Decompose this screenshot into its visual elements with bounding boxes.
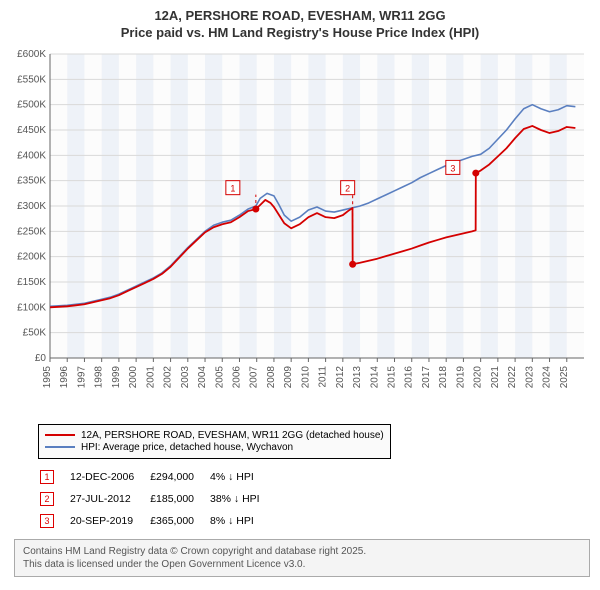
event-price: £185,000 bbox=[150, 489, 208, 509]
event-marker-2: 2 bbox=[40, 492, 54, 506]
svg-text:1: 1 bbox=[230, 183, 235, 193]
event-price: £365,000 bbox=[150, 511, 208, 531]
svg-text:2018: 2018 bbox=[438, 365, 449, 388]
svg-text:2014: 2014 bbox=[369, 365, 380, 388]
svg-text:2017: 2017 bbox=[421, 365, 432, 388]
svg-text:2007: 2007 bbox=[249, 365, 260, 388]
chart-area: £0 £50K £100K £150K £200K £250K £300K £350K £400… bbox=[10, 48, 590, 418]
event-date: 20-SEP-2019 bbox=[70, 511, 148, 531]
svg-text:£350K: £350K bbox=[17, 175, 46, 186]
svg-text:2001: 2001 bbox=[145, 365, 156, 388]
svg-text:1997: 1997 bbox=[76, 365, 87, 388]
event-row: 2 27-JUL-2012 £185,000 38% ↓ HPI bbox=[40, 489, 274, 509]
svg-text:2022: 2022 bbox=[507, 365, 518, 388]
svg-text:£400K: £400K bbox=[17, 150, 46, 161]
svg-text:2020: 2020 bbox=[473, 365, 484, 388]
event-delta: 4% ↓ HPI bbox=[210, 467, 274, 487]
svg-text:2010: 2010 bbox=[300, 365, 311, 388]
svg-text:1998: 1998 bbox=[94, 365, 105, 388]
legend-swatch-1 bbox=[45, 434, 75, 436]
footer-attribution: Contains HM Land Registry data © Crown c… bbox=[14, 539, 590, 577]
event-date: 12-DEC-2006 bbox=[70, 467, 148, 487]
event-marker-3: 3 bbox=[40, 514, 54, 528]
svg-text:2023: 2023 bbox=[524, 365, 535, 388]
footer-line-2: This data is licensed under the Open Gov… bbox=[23, 558, 581, 571]
event-price: £294,000 bbox=[150, 467, 208, 487]
svg-text:2006: 2006 bbox=[231, 365, 242, 388]
event-row: 3 20-SEP-2019 £365,000 8% ↓ HPI bbox=[40, 511, 274, 531]
svg-text:1995: 1995 bbox=[42, 365, 53, 388]
event-date: 27-JUL-2012 bbox=[70, 489, 148, 509]
svg-text:£250K: £250K bbox=[17, 226, 46, 237]
svg-text:2025: 2025 bbox=[559, 365, 570, 388]
svg-text:2012: 2012 bbox=[335, 365, 346, 388]
line-chart: £0 £50K £100K £150K £200K £250K £300K £350K £400… bbox=[10, 48, 590, 418]
legend-label-1: 12A, PERSHORE ROAD, EVESHAM, WR11 2GG (d… bbox=[81, 430, 384, 441]
svg-text:2004: 2004 bbox=[197, 365, 208, 388]
svg-text:£50K: £50K bbox=[23, 327, 47, 338]
title-line-1: 12A, PERSHORE ROAD, EVESHAM, WR11 2GG bbox=[10, 8, 590, 25]
svg-text:2003: 2003 bbox=[180, 365, 191, 388]
legend-label-2: HPI: Average price, detached house, Wych… bbox=[81, 442, 293, 453]
svg-text:2015: 2015 bbox=[387, 365, 398, 388]
events-table: 1 12-DEC-2006 £294,000 4% ↓ HPI 2 27-JUL… bbox=[38, 465, 276, 533]
event-marker-1: 1 bbox=[40, 470, 54, 484]
footer-line-1: Contains HM Land Registry data © Crown c… bbox=[23, 545, 581, 558]
svg-text:£300K: £300K bbox=[17, 201, 46, 212]
svg-text:2021: 2021 bbox=[490, 365, 501, 388]
svg-text:2: 2 bbox=[345, 183, 350, 193]
legend-swatch-2 bbox=[45, 446, 75, 448]
svg-text:£150K: £150K bbox=[17, 277, 46, 288]
svg-text:£450K: £450K bbox=[17, 125, 46, 136]
svg-text:£600K: £600K bbox=[17, 49, 46, 60]
svg-text:2019: 2019 bbox=[455, 365, 466, 388]
svg-text:1999: 1999 bbox=[111, 365, 122, 388]
title-line-2: Price paid vs. HM Land Registry's House … bbox=[10, 25, 590, 42]
svg-text:2009: 2009 bbox=[283, 365, 294, 388]
svg-text:2011: 2011 bbox=[318, 365, 329, 387]
svg-text:1996: 1996 bbox=[59, 365, 70, 388]
event-row: 1 12-DEC-2006 £294,000 4% ↓ HPI bbox=[40, 467, 274, 487]
svg-text:2005: 2005 bbox=[214, 365, 225, 388]
svg-text:£550K: £550K bbox=[17, 74, 46, 85]
svg-text:2000: 2000 bbox=[128, 365, 139, 388]
svg-text:£500K: £500K bbox=[17, 99, 46, 110]
svg-text:2024: 2024 bbox=[542, 365, 553, 388]
svg-text:3: 3 bbox=[450, 163, 455, 173]
event-delta: 38% ↓ HPI bbox=[210, 489, 274, 509]
svg-text:2016: 2016 bbox=[404, 365, 415, 388]
svg-text:£200K: £200K bbox=[17, 251, 46, 262]
svg-text:£100K: £100K bbox=[17, 302, 46, 313]
svg-text:£0: £0 bbox=[35, 353, 47, 364]
legend: 12A, PERSHORE ROAD, EVESHAM, WR11 2GG (d… bbox=[38, 424, 391, 459]
chart-titles: 12A, PERSHORE ROAD, EVESHAM, WR11 2GG Pr… bbox=[10, 8, 590, 42]
svg-text:2002: 2002 bbox=[163, 365, 174, 388]
event-delta: 8% ↓ HPI bbox=[210, 511, 274, 531]
svg-text:2008: 2008 bbox=[266, 365, 277, 388]
svg-text:2013: 2013 bbox=[352, 365, 363, 388]
